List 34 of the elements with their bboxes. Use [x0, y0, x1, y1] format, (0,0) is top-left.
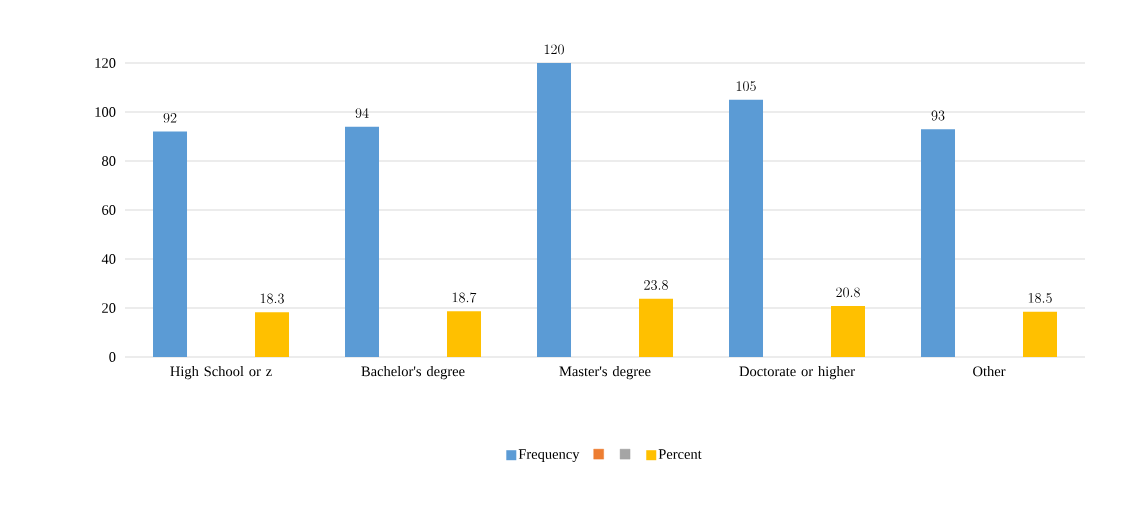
data-label: 18.7	[452, 292, 477, 303]
bar	[537, 62, 572, 357]
y-tick-label: 40	[101, 254, 116, 264]
legend-label: Frequency	[518, 449, 580, 462]
x-tick-label: High School or z	[170, 366, 272, 380]
bar	[1023, 311, 1058, 357]
bar	[447, 311, 482, 357]
legend-label: Percent	[658, 449, 702, 460]
data-label: 23.8	[644, 280, 668, 290]
bar	[921, 129, 956, 357]
data-label: 92	[163, 113, 177, 123]
y-tick-label: 20	[102, 303, 116, 313]
data-label: 18.3	[260, 293, 284, 304]
data-label: 20.8	[836, 287, 860, 298]
data-label: 94	[355, 107, 369, 118]
bar	[345, 126, 380, 357]
x-tick-label: Bachelor's degree	[361, 366, 465, 380]
data-label: 93	[931, 110, 945, 121]
bar	[831, 306, 866, 357]
bar	[255, 312, 290, 357]
x-tick-label: Other	[973, 366, 1006, 377]
y-tick-label: 60	[102, 205, 116, 215]
x-tick-label: Master's degree	[559, 366, 651, 380]
y-tick-label: 80	[102, 156, 116, 166]
data-label: 105	[736, 81, 756, 91]
y-tick-label: 120	[95, 58, 116, 68]
x-tick-label: Doctorate or higher	[739, 366, 855, 380]
y-tick-label: 0	[109, 352, 116, 362]
data-label: 18.5	[1028, 293, 1052, 303]
bar	[729, 99, 764, 357]
y-tick-label: 100	[95, 107, 116, 117]
data-label: 120	[544, 44, 564, 55]
bar	[153, 131, 188, 357]
bar	[639, 298, 674, 357]
